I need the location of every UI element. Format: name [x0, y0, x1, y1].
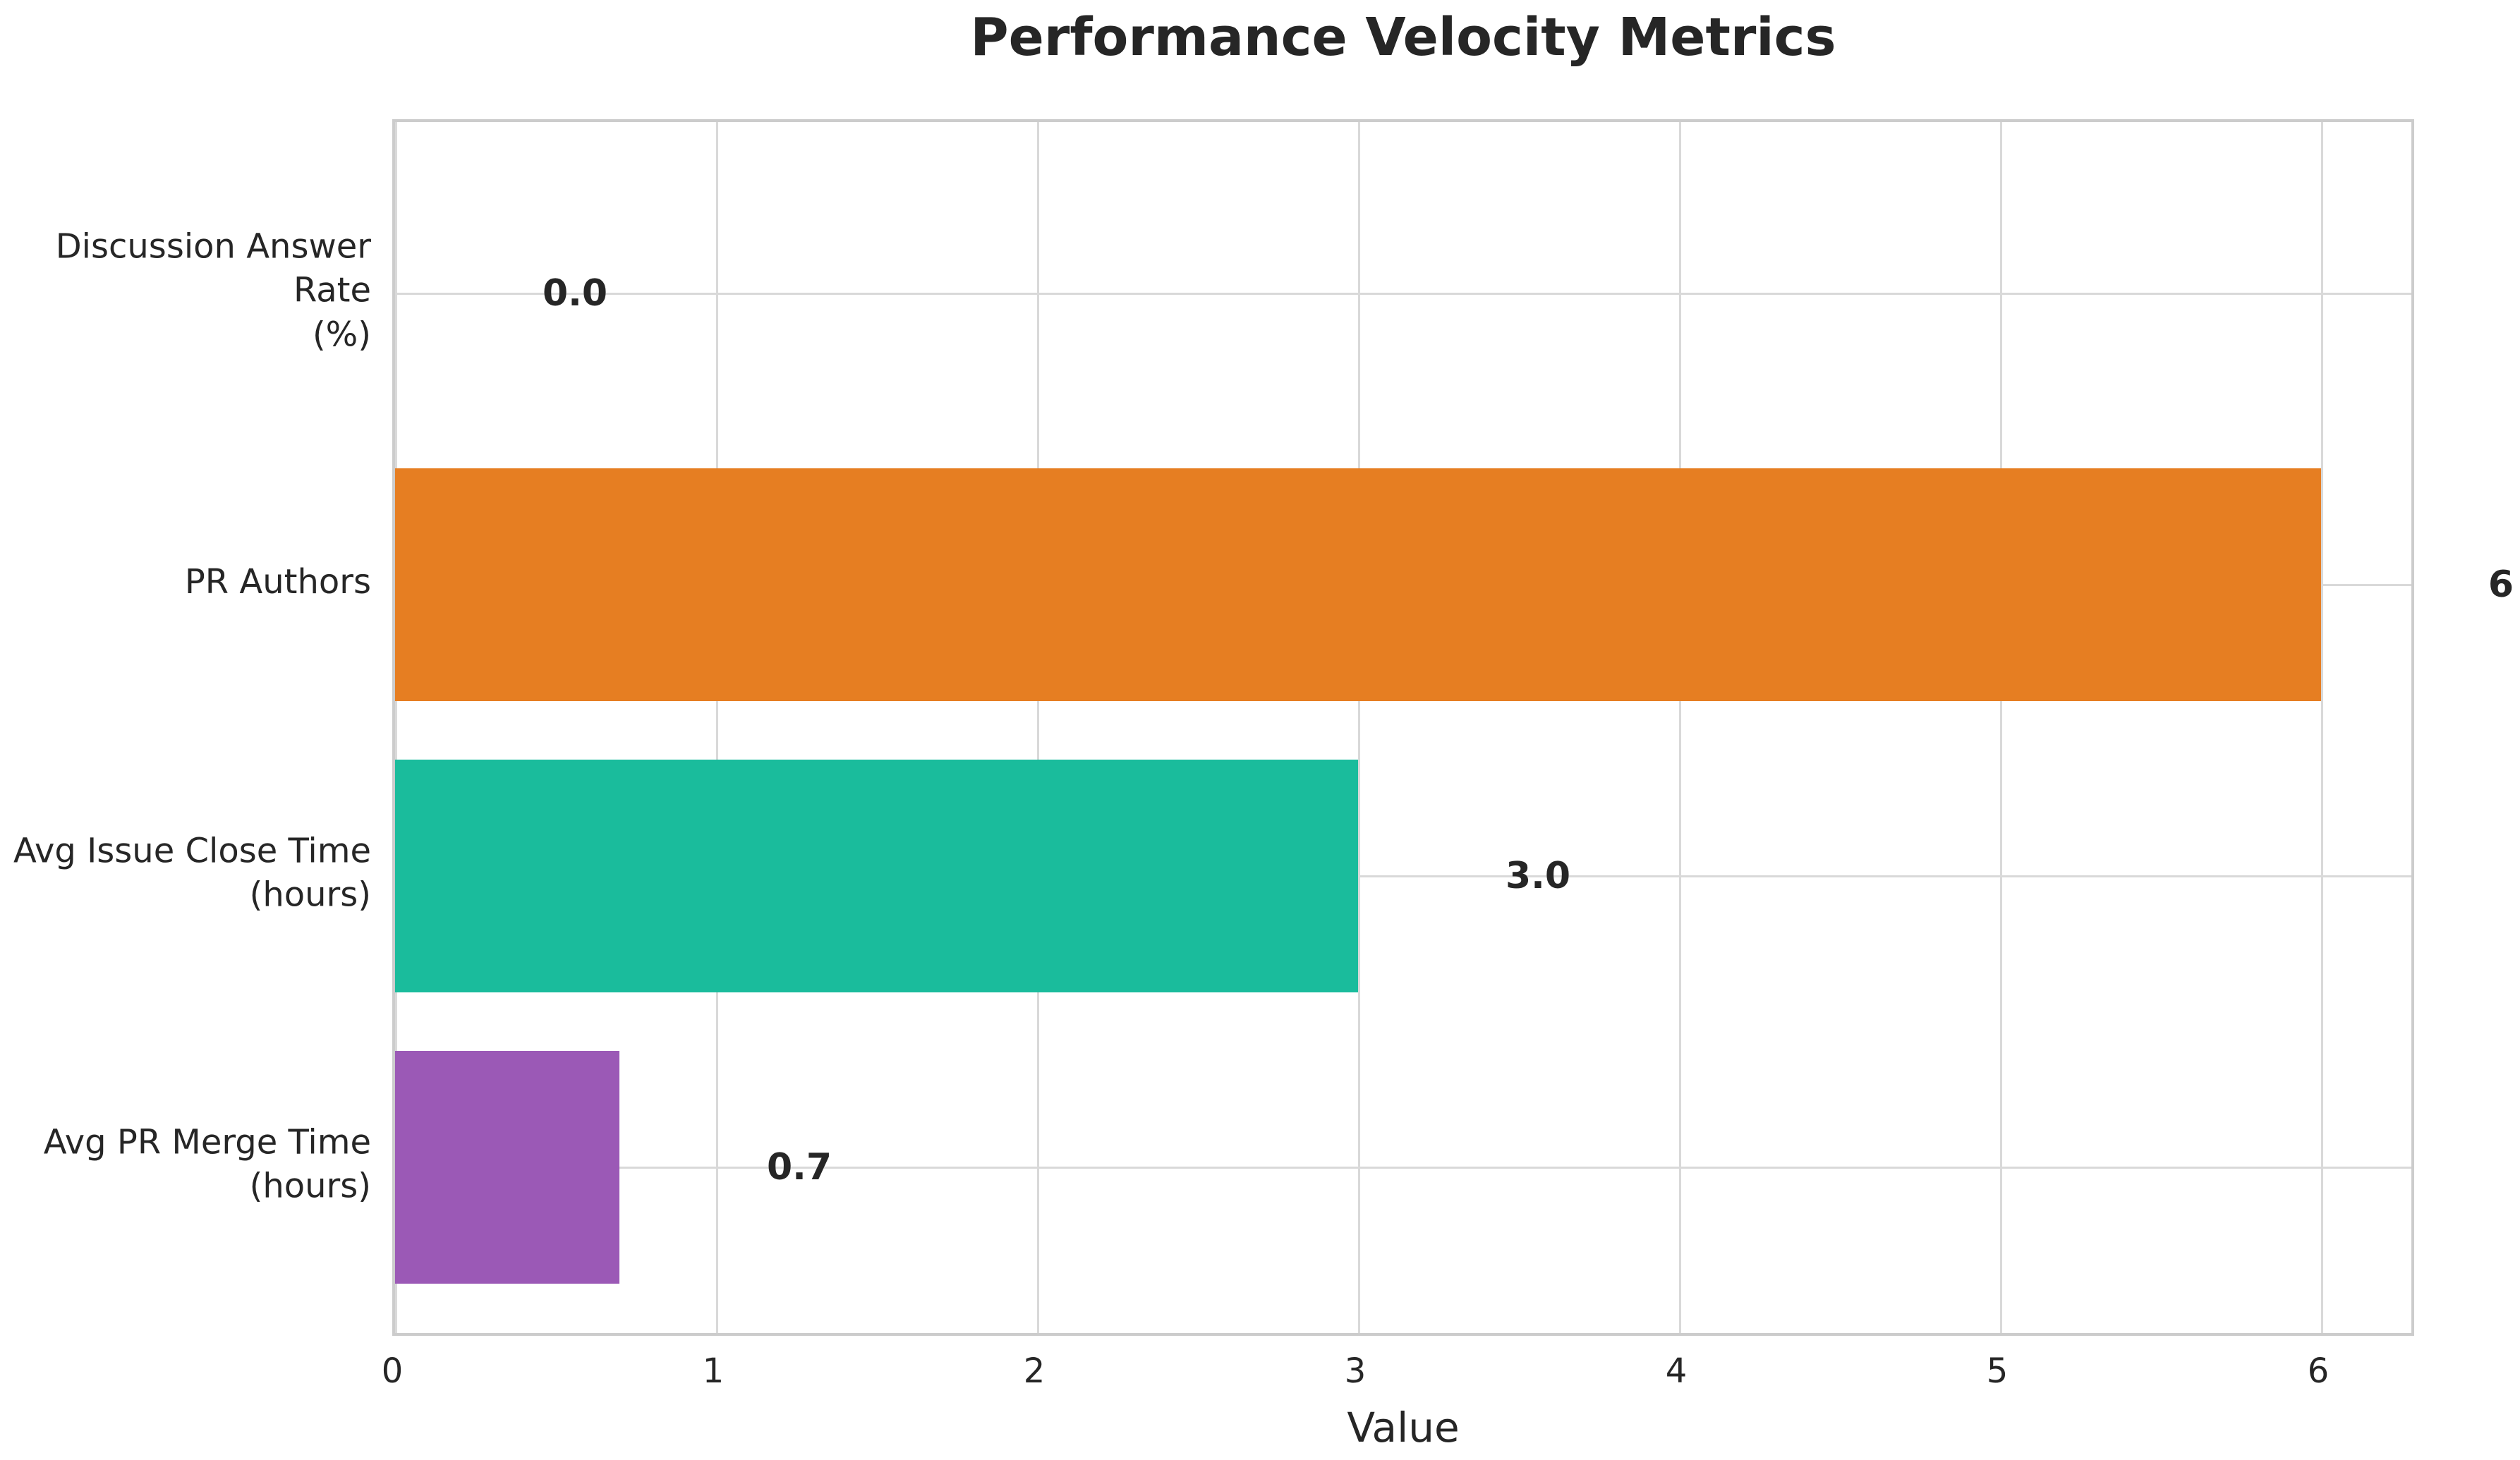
- bar: [395, 468, 2321, 701]
- x-gridline: [395, 122, 397, 1333]
- x-tick-label: 0: [381, 1351, 404, 1391]
- x-tick-label: 4: [1665, 1351, 1688, 1391]
- bar-value-label: 0.0: [542, 272, 608, 315]
- x-gridline: [716, 122, 718, 1333]
- x-tick-label: 5: [1986, 1351, 2009, 1391]
- bar-value-label: 6: [2488, 564, 2514, 606]
- x-gridline: [2000, 122, 2002, 1333]
- y-gridline: [395, 875, 2411, 877]
- y-gridline: [395, 1167, 2411, 1169]
- y-gridline: [395, 293, 2411, 295]
- y-tick-label: Avg Issue Close Time (hours): [13, 831, 371, 915]
- x-gridline: [1358, 122, 1360, 1333]
- x-tick-label: 3: [1344, 1351, 1367, 1391]
- x-axis-label: Value: [1347, 1404, 1460, 1452]
- plot-area: 0.0 6 3.0 0.7: [392, 119, 2514, 1336]
- x-gridline: [2321, 122, 2323, 1333]
- x-tick-label: 2: [1023, 1351, 1046, 1391]
- x-gridline: [1037, 122, 1039, 1333]
- chart-title: Performance Velocity Metrics: [970, 7, 1836, 68]
- x-gridline: [1679, 122, 1681, 1333]
- bar: [395, 1051, 619, 1284]
- bar-value-label: 0.7: [766, 1146, 832, 1188]
- x-tick-label: 6: [2307, 1351, 2330, 1391]
- y-tick-label: Discussion Answer Rate (%): [55, 226, 371, 355]
- bar-value-label: 3.0: [1505, 855, 1571, 897]
- y-tick-label: PR Authors: [184, 561, 371, 602]
- bar: [395, 760, 1358, 992]
- x-tick-label: 1: [702, 1351, 725, 1391]
- y-tick-label: Avg PR Merge Time (hours): [43, 1122, 371, 1206]
